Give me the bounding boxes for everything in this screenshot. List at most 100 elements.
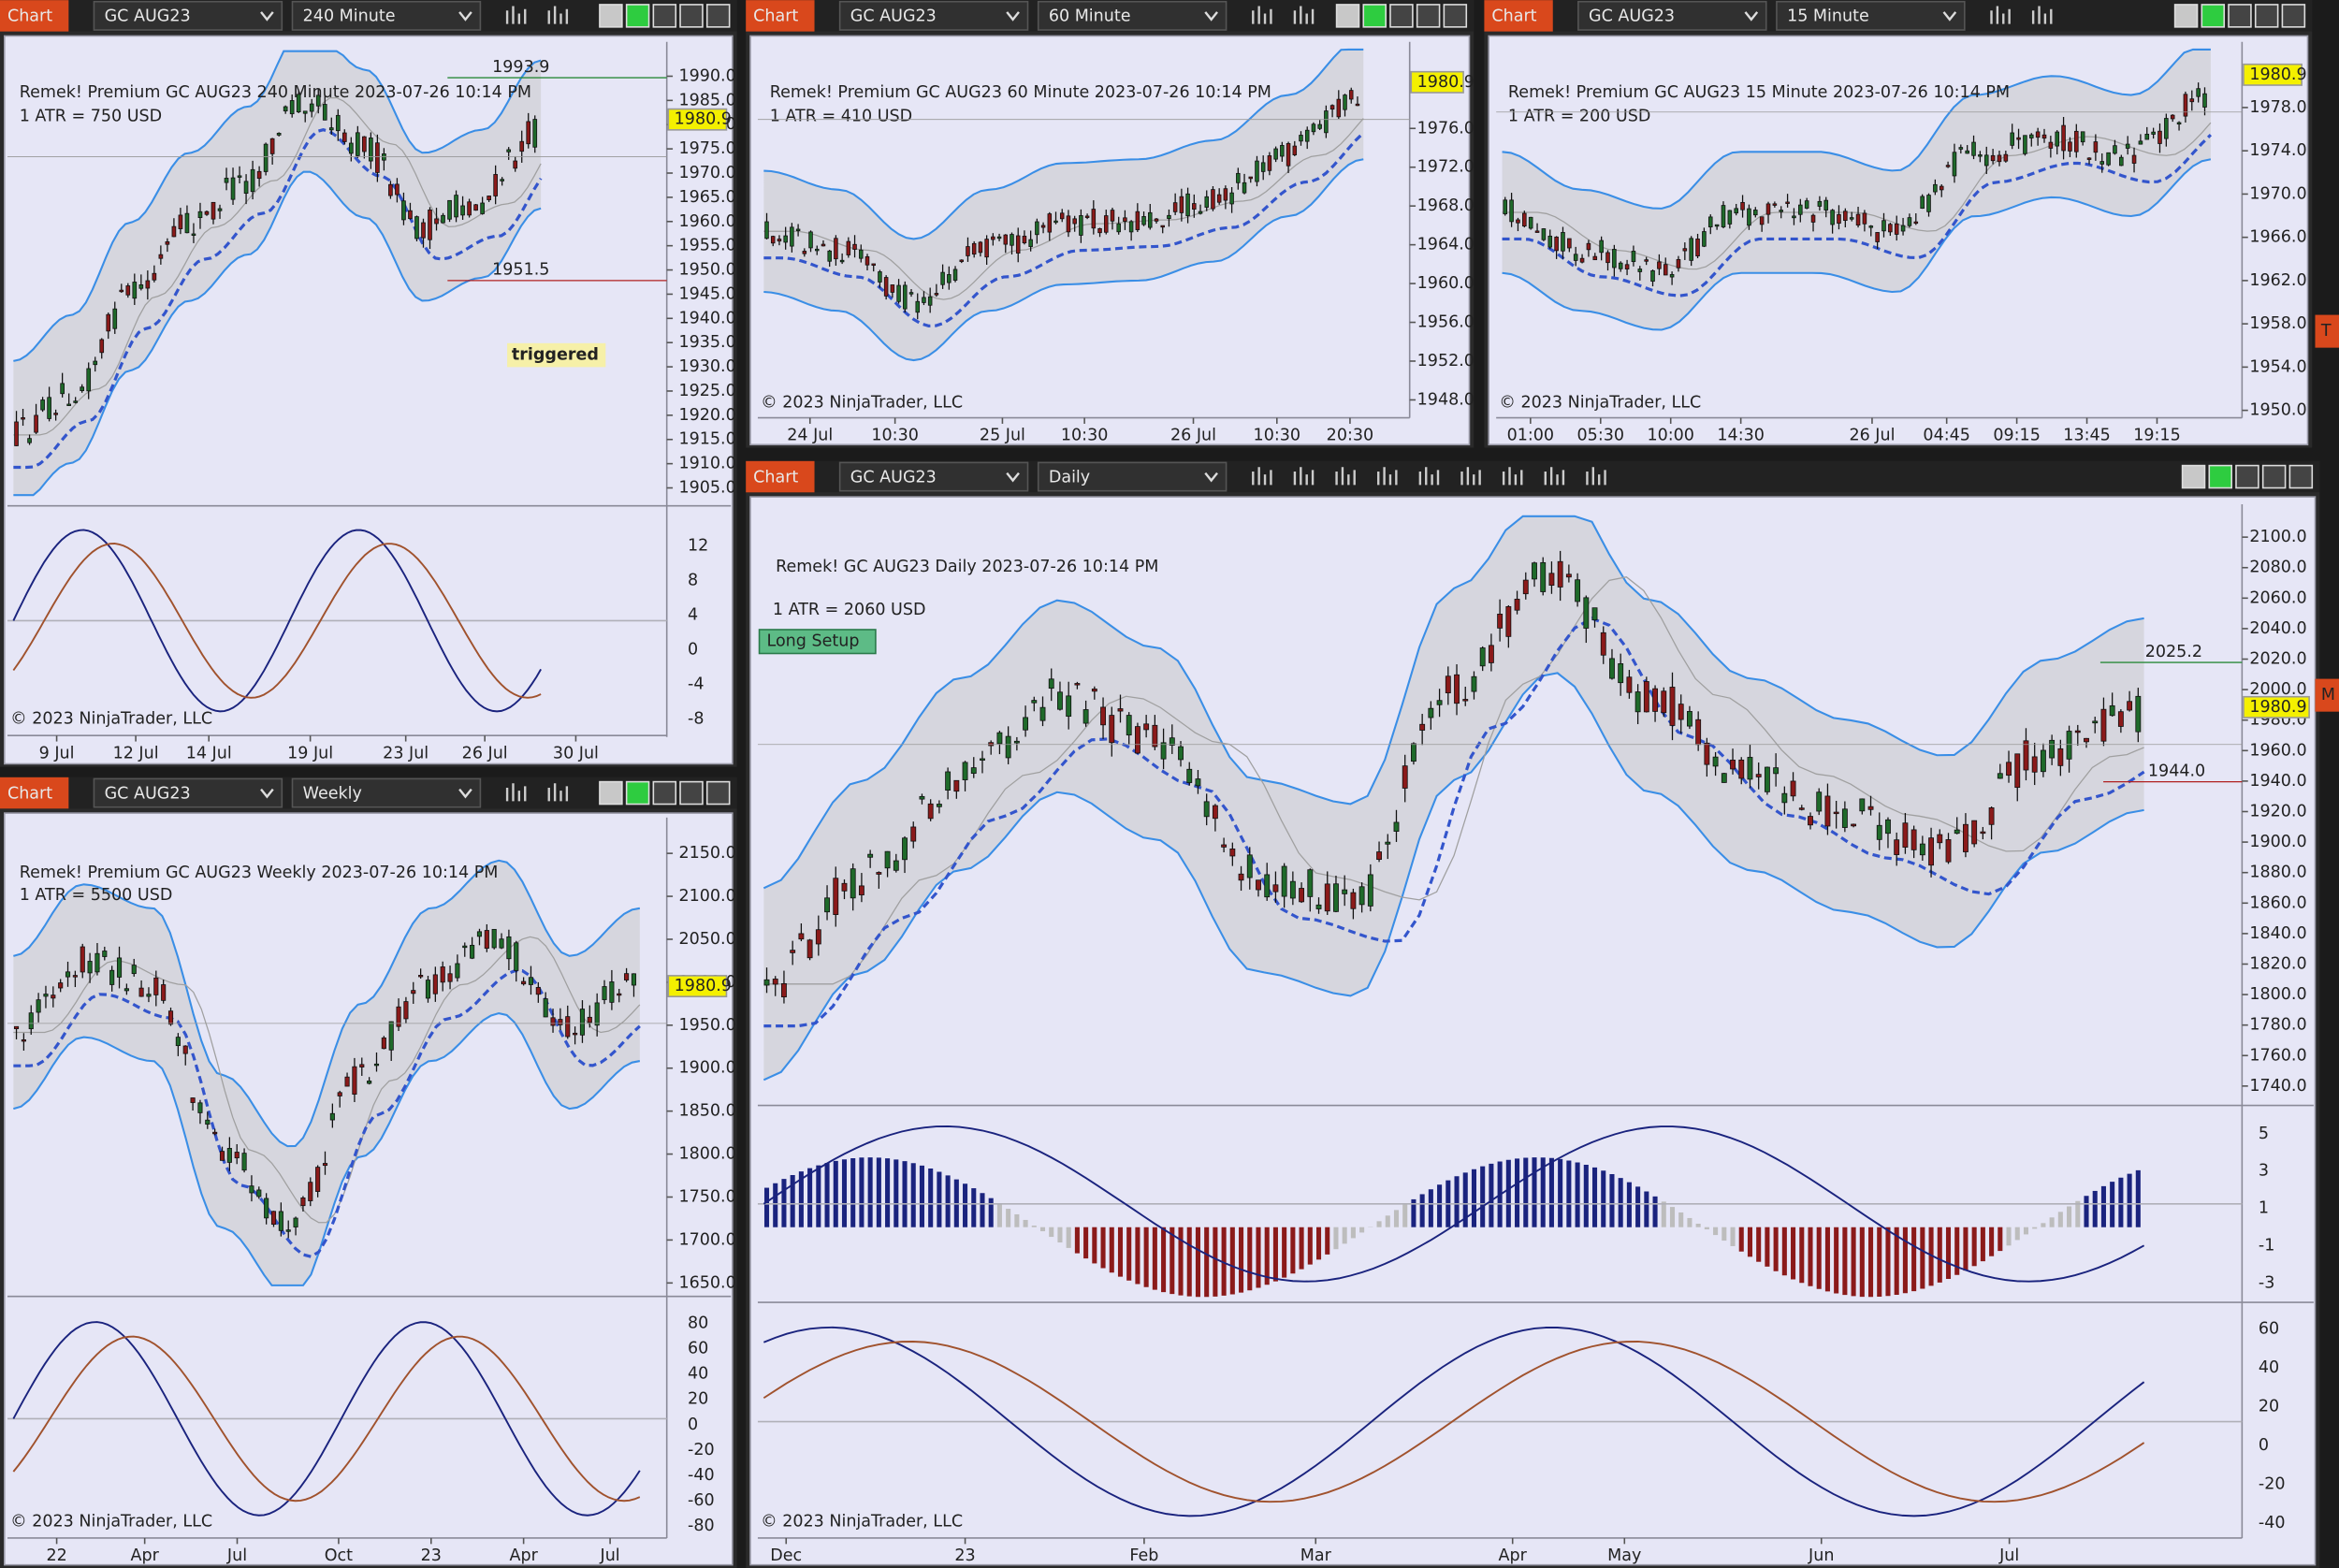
candle-body: [1082, 709, 1089, 724]
atr-label: 1 ATR = 2060 USD: [773, 601, 926, 619]
candle-body: [234, 1152, 240, 1159]
timeframe-dropdown[interactable]: [1037, 0, 1228, 31]
toolbar-icon[interactable]: [1252, 467, 1272, 486]
candle-body: [2092, 720, 2099, 724]
window-button[interactable]: [1362, 4, 1387, 28]
toolbar-icon[interactable]: [1460, 467, 1481, 486]
window-button[interactable]: [1416, 4, 1441, 28]
window-button[interactable]: [2261, 464, 2287, 489]
price-tick-label: 1960.0: [678, 212, 735, 231]
chart-tab[interactable]: [0, 0, 69, 32]
toolbar-icon[interactable]: [505, 783, 527, 802]
window-button[interactable]: [2181, 464, 2206, 489]
oscillator-slow: [763, 1341, 2145, 1503]
oscillator-fast: [763, 1326, 2145, 1517]
window-button[interactable]: [2173, 4, 2199, 28]
toolbar-icon[interactable]: [1544, 467, 1565, 486]
toolbar-icon[interactable]: [505, 6, 527, 24]
window-button[interactable]: [705, 4, 731, 28]
instrument-dropdown[interactable]: [838, 461, 1029, 492]
toolbar-icon[interactable]: [547, 6, 569, 24]
toolbar-icon[interactable]: [1335, 467, 1356, 486]
toolbar-icon[interactable]: [1293, 6, 1315, 24]
toolbar-icon[interactable]: [2031, 6, 2053, 24]
window-button[interactable]: [652, 780, 677, 806]
candle-body: [1216, 194, 1222, 203]
candle-body: [1888, 224, 1893, 233]
window-button[interactable]: [2281, 4, 2306, 28]
window-button[interactable]: [705, 780, 731, 806]
window-button[interactable]: [2235, 464, 2259, 489]
candle-body: [167, 1010, 174, 1025]
moving-average: [763, 617, 2145, 1028]
toolbar-icon[interactable]: [1377, 467, 1398, 486]
window-button[interactable]: [625, 780, 650, 806]
candle-body: [1900, 225, 1906, 232]
window-button[interactable]: [679, 4, 704, 28]
window-button[interactable]: [625, 4, 650, 28]
candle-body: [1229, 192, 1234, 205]
toolbar-icon[interactable]: [1293, 467, 1315, 486]
toolbar-icon[interactable]: [547, 783, 569, 802]
timeframe-dropdown[interactable]: [1776, 0, 1966, 31]
instrument-dropdown[interactable]: [93, 0, 283, 31]
candle-body: [1928, 837, 1934, 866]
side-tab[interactable]: [2315, 678, 2339, 712]
timeframe-dropdown[interactable]: [1037, 461, 1228, 492]
toolbar-icon[interactable]: [1586, 467, 1606, 486]
time-tick-label: 24 Jul: [787, 427, 833, 445]
candle-body: [850, 868, 856, 899]
toolbar-icon[interactable]: [1252, 6, 1272, 24]
candle-body: [2131, 154, 2137, 164]
window-button[interactable]: [679, 780, 704, 806]
candle-body: [1704, 742, 1710, 765]
candle-body: [1902, 822, 1909, 848]
window-button[interactable]: [2208, 464, 2233, 489]
candle-body: [329, 1112, 335, 1121]
chart-tab[interactable]: [746, 0, 815, 32]
candle-body: [1764, 766, 1770, 792]
candle-body: [1781, 792, 1788, 804]
level-label: 1993.9: [492, 58, 549, 77]
candle-body: [145, 280, 151, 289]
candle-body: [1702, 231, 1707, 247]
candle-body: [249, 1185, 254, 1194]
chart-tab[interactable]: [1484, 0, 1553, 32]
candle-body: [1997, 154, 2002, 163]
candle-body: [815, 929, 821, 945]
side-tab[interactable]: [2315, 314, 2339, 348]
candle-body: [1988, 807, 1995, 825]
toolbar-icon[interactable]: [1502, 467, 1523, 486]
candle-body: [1091, 209, 1097, 229]
candle-body: [2016, 137, 2021, 140]
candle-body: [1143, 723, 1150, 731]
window-button[interactable]: [2201, 4, 2226, 28]
candle-body: [587, 1016, 592, 1024]
window-button[interactable]: [2228, 4, 2252, 28]
candle-body: [573, 1032, 578, 1036]
window-button[interactable]: [2288, 464, 2314, 489]
window-button[interactable]: [1443, 4, 1468, 28]
candle-body: [1355, 103, 1360, 107]
candle-body: [278, 1211, 283, 1231]
candle-body: [896, 284, 901, 302]
instrument-dropdown[interactable]: [838, 0, 1029, 31]
timeframe-dropdown[interactable]: [291, 0, 482, 31]
window-button[interactable]: [652, 4, 677, 28]
candle-body: [94, 952, 100, 973]
candle-body: [2099, 161, 2105, 165]
window-button[interactable]: [1335, 4, 1360, 28]
timeframe-dropdown[interactable]: [291, 777, 482, 808]
toolbar-icon[interactable]: [1990, 6, 2011, 24]
instrument-dropdown[interactable]: [1577, 0, 1767, 31]
window-button[interactable]: [1389, 4, 1414, 28]
window-button[interactable]: [2254, 4, 2279, 28]
instrument-dropdown[interactable]: [93, 777, 283, 808]
chart-tab[interactable]: [0, 777, 69, 809]
window-button[interactable]: [599, 780, 623, 806]
candle-body: [1907, 217, 1912, 226]
window-button[interactable]: [599, 4, 623, 28]
candle-body: [1522, 579, 1529, 595]
toolbar-icon[interactable]: [1418, 467, 1440, 486]
chart-tab[interactable]: [746, 460, 815, 493]
